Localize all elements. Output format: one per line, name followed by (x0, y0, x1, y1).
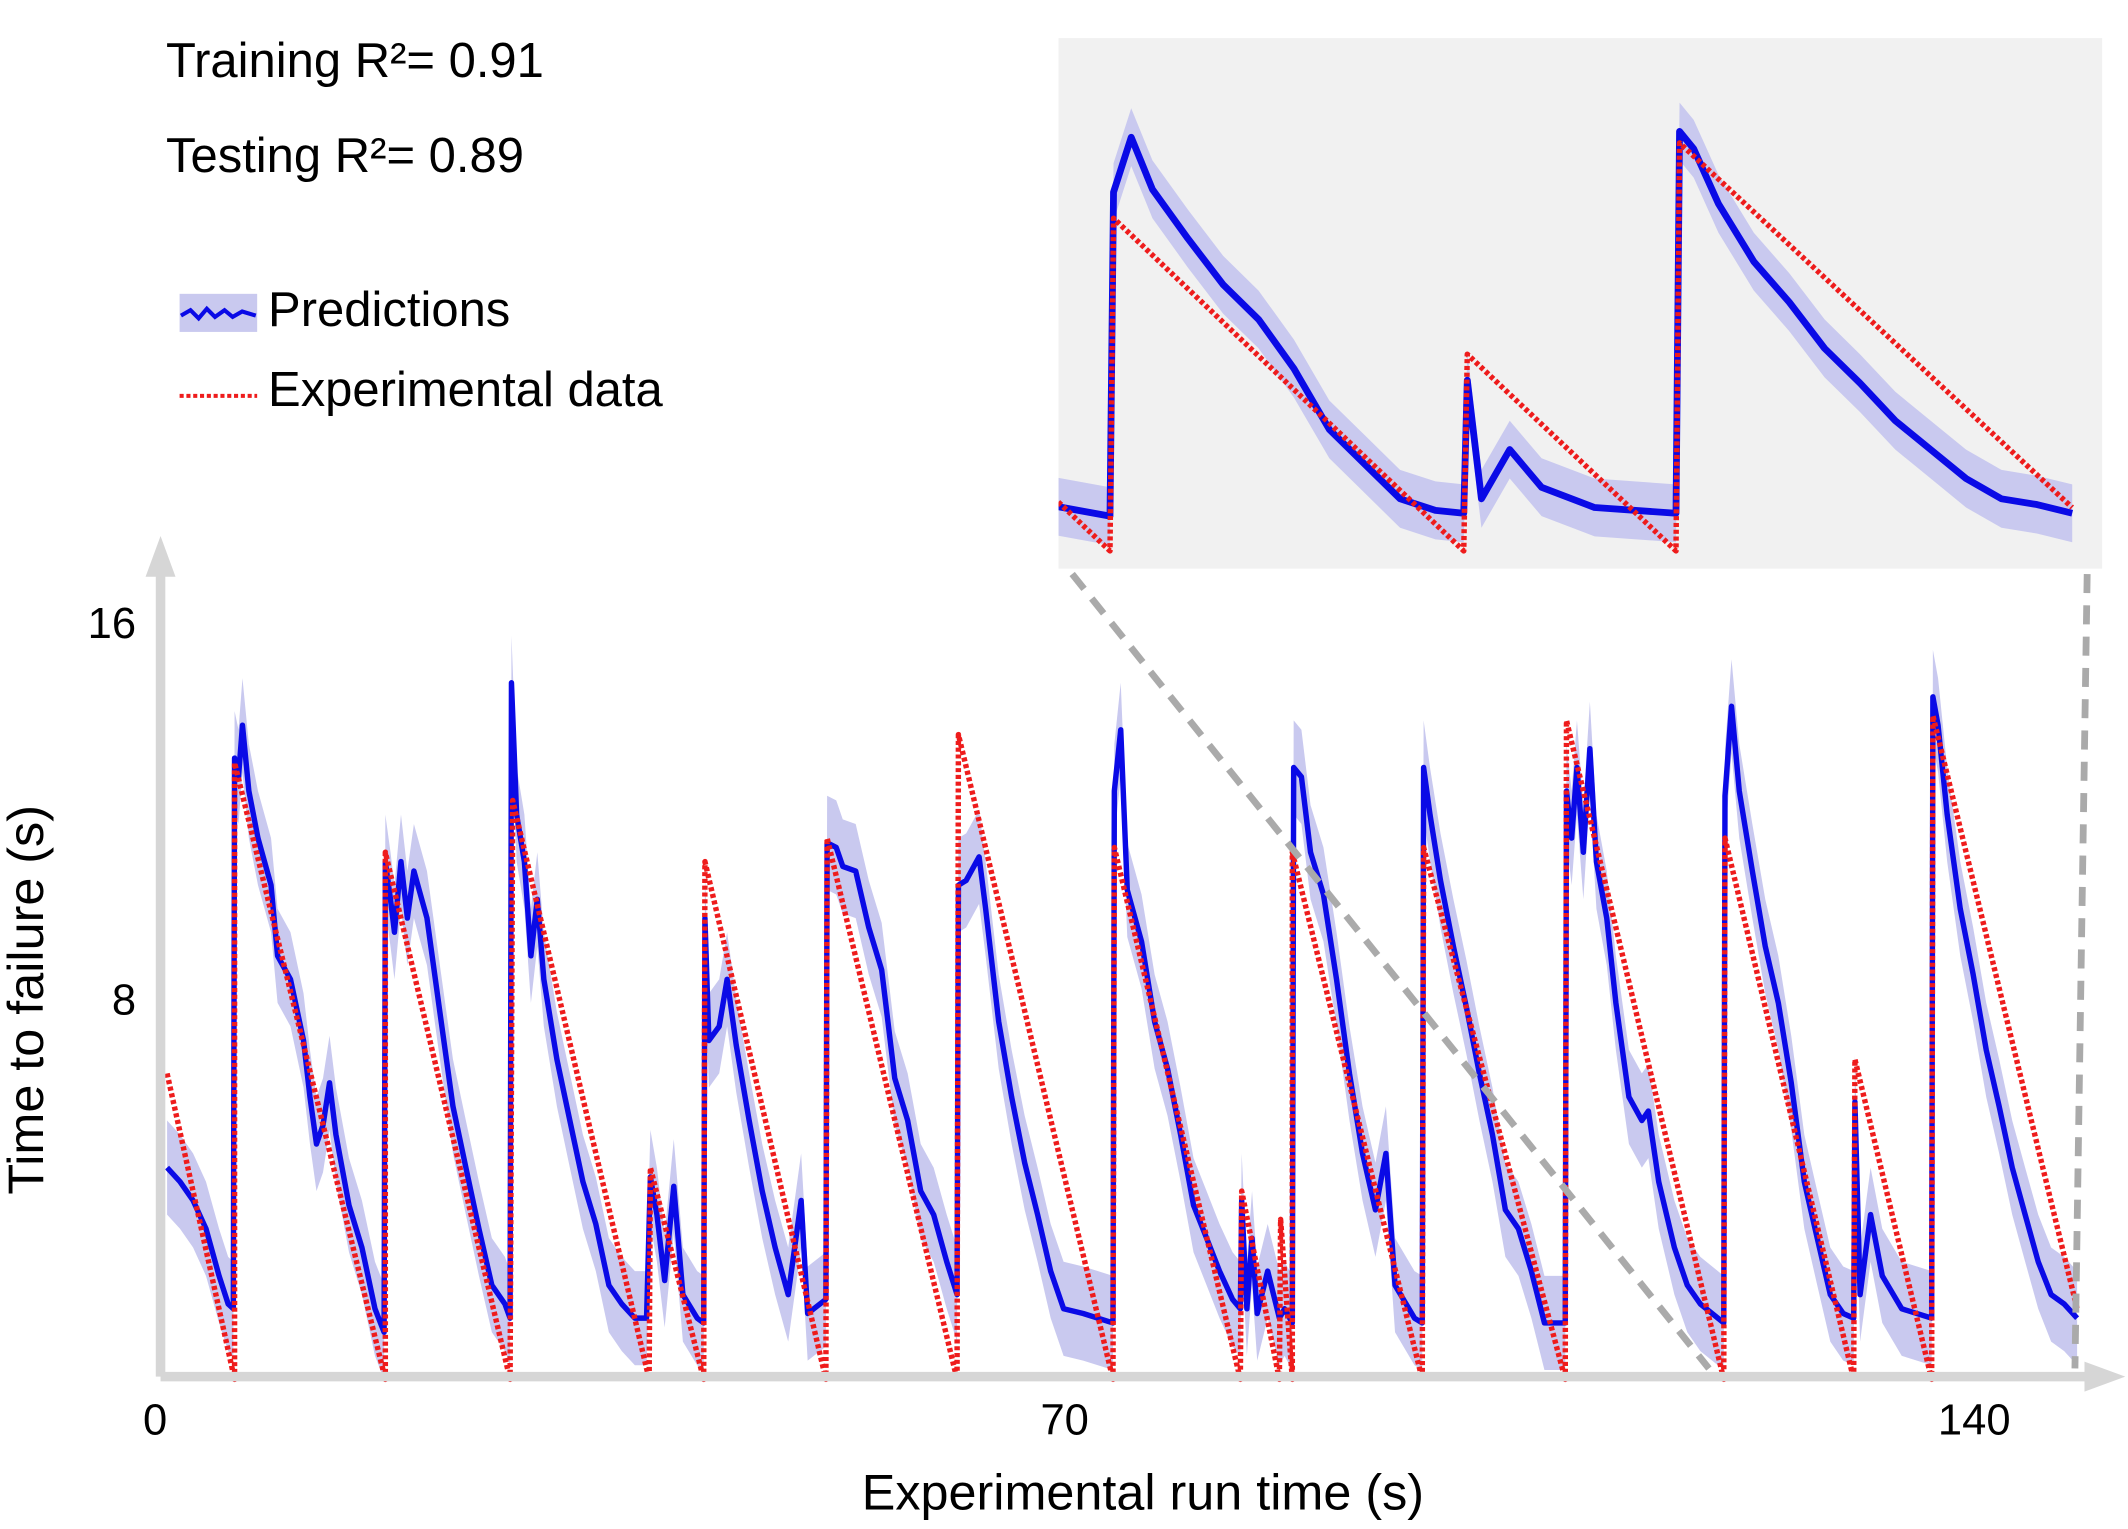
legend-label: Predictions (268, 283, 510, 337)
experimental-line (164, 712, 2080, 1383)
y-axis-title: Time to failure (s) (0, 805, 54, 1195)
inset-plot (1058, 102, 2075, 554)
zoom-connector (2071, 574, 2091, 1369)
legend-line (179, 305, 257, 322)
legend-label: Experimental data (268, 363, 663, 417)
x-tick-label: 140 (1938, 1396, 2011, 1444)
y-tick-label: 8 (112, 976, 136, 1024)
main-plot (164, 635, 2080, 1383)
x-tick-label: 70 (1040, 1396, 1088, 1444)
annotation: Testing R²= 0.89 (166, 129, 524, 183)
x-axis-title: Experimental run time (s) (862, 1464, 1424, 1521)
x-axis-arrow (2084, 1361, 2126, 1392)
y-axis-arrow (145, 535, 176, 577)
prediction-line (165, 680, 2080, 1336)
x-tick-label: 0 (143, 1396, 167, 1444)
annotation: Training R²= 0.91 (166, 34, 544, 88)
y-tick-label: 16 (88, 600, 136, 648)
zoom-connector (1069, 571, 1712, 1371)
